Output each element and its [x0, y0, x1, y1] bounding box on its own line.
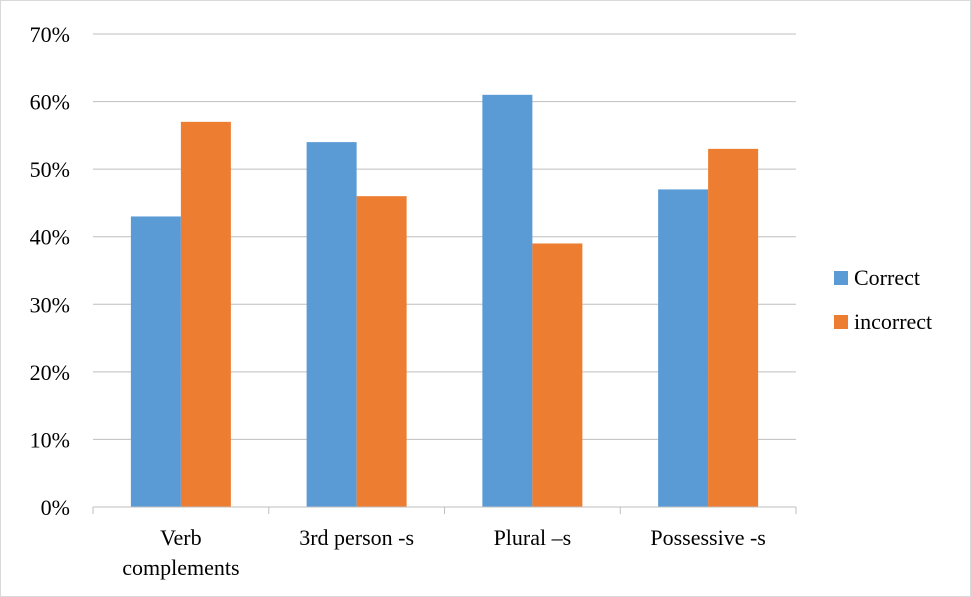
y-tick-label-50: 50%: [30, 157, 70, 182]
x-tick-label-3rd-person-s: 3rd person -s: [299, 525, 414, 550]
x-axis-tick-labels: Verb complements 3rd person -s Plural –s Pos…: [122, 525, 766, 580]
y-tick-label-20: 20%: [30, 360, 70, 385]
y-tick-label-10: 10%: [30, 427, 70, 452]
legend-swatch-incorrect: [834, 315, 848, 329]
bar-correct-possessive-s: [658, 189, 709, 507]
legend-label-correct: Correct: [854, 265, 920, 290]
axes: [92, 506, 797, 514]
y-tick-label-40: 40%: [30, 225, 70, 250]
bar-incorrect-3rd-person-s: [356, 196, 407, 507]
x-tick-label-plural-s: Plural –s: [494, 525, 572, 550]
y-tick-label-30: 30%: [30, 292, 70, 317]
bar-incorrect-verb-complements: [180, 121, 231, 507]
y-tick-label-70: 70%: [30, 22, 70, 47]
bar-correct-3rd-person-s: [306, 142, 357, 507]
x-tick-label-possessive-s: Possessive -s: [650, 525, 766, 550]
legend-swatch-correct: [834, 271, 848, 285]
bar-correct-plural-s: [482, 94, 533, 508]
y-axis-tick-labels: 0% 10% 20% 30% 40% 50% 60% 70%: [30, 22, 70, 520]
legend: Correct incorrect: [834, 265, 932, 334]
legend-label-incorrect: incorrect: [854, 309, 932, 334]
bar-incorrect-plural-s: [532, 243, 583, 507]
y-tick-label-0: 0%: [41, 495, 70, 520]
bars: [130, 94, 759, 508]
bar-incorrect-possessive-s: [708, 148, 759, 507]
x-tick-label-verb-complements: Verb complements: [122, 525, 239, 580]
y-tick-label-60: 60%: [30, 90, 70, 115]
bar-correct-verb-complements: [130, 216, 181, 507]
